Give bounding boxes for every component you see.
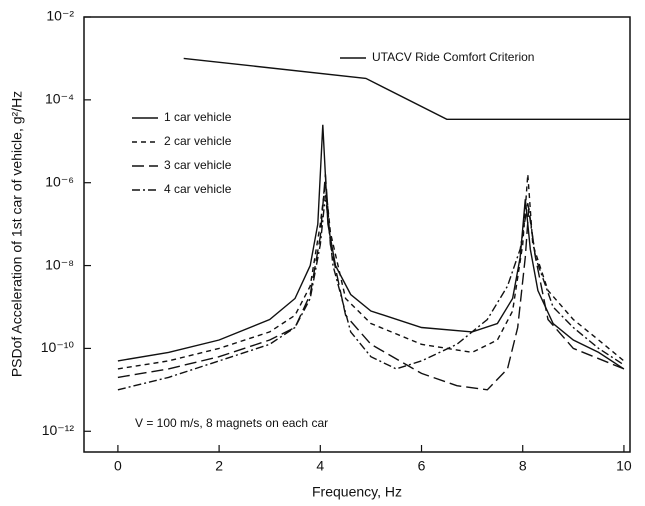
x-tick-label: 10: [616, 458, 632, 474]
series-line: [117, 124, 625, 370]
annotation: V = 100 m/s, 8 magnets on each car: [135, 416, 328, 430]
x-tick-label: 8: [519, 458, 527, 474]
x-axis-label: Frequency, Hz: [312, 484, 402, 500]
series-line: [183, 57, 630, 120]
y-tick-label: 10⁻¹⁰: [41, 339, 75, 355]
y-tick-label: 10⁻¹²: [42, 422, 75, 438]
legend-label: 3 car vehicle: [164, 158, 232, 172]
y-tick-label: 10⁻⁶: [45, 173, 74, 189]
y-axis-label: PSDof Acceleration of 1st car of vehicle…: [9, 91, 25, 377]
x-tick-label: 2: [215, 458, 223, 474]
y-tick-label: 10⁻⁸: [45, 256, 74, 272]
legend-label: 4 car vehicle: [164, 182, 232, 196]
x-tick-label: 4: [316, 458, 324, 474]
plot-frame: [83, 16, 631, 453]
series-line: [117, 174, 625, 370]
x-tick-label: 0: [114, 458, 122, 474]
legend-label: 1 car vehicle: [164, 110, 232, 124]
legend-label: 2 car vehicle: [164, 134, 232, 148]
y-tick-label: 10⁻²: [46, 8, 74, 24]
legend-label: UTACV Ride Comfort Criterion: [372, 50, 534, 64]
y-tick-label: 10⁻⁴: [45, 91, 74, 107]
x-tick-label: 6: [418, 458, 426, 474]
series-line: [117, 195, 625, 391]
